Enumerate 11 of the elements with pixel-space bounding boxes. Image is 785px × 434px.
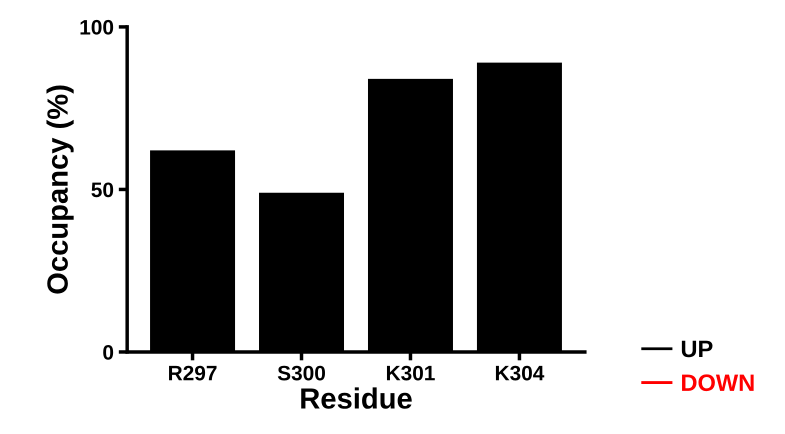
- x-tick-label: S300: [278, 366, 325, 380]
- x-tick-label: K304: [496, 366, 544, 380]
- x-tick-label: K301: [386, 366, 435, 380]
- legend-label: DOWN: [682, 374, 754, 392]
- legend-label: UP: [682, 340, 712, 358]
- x-tick-label: R297: [169, 366, 217, 380]
- y-tick-label: 50: [91, 182, 114, 198]
- x-axis-title: Residue: [301, 387, 412, 409]
- y-tick-label: 100: [80, 20, 114, 35]
- y-tick-label: 0: [103, 344, 114, 360]
- y-axis-title: Occupancy (%): [46, 86, 74, 294]
